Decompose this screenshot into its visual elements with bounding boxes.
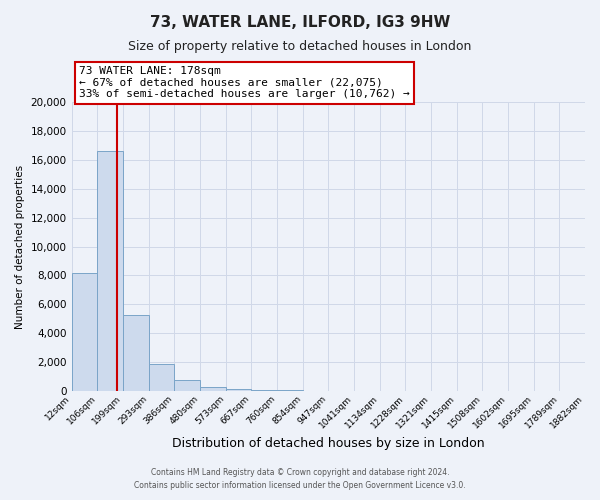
Bar xyxy=(71,272,97,391)
X-axis label: Distribution of detached houses by size in London: Distribution of detached houses by size … xyxy=(172,437,485,450)
Bar xyxy=(277,390,303,391)
Bar xyxy=(226,389,251,391)
Text: Size of property relative to detached houses in London: Size of property relative to detached ho… xyxy=(128,40,472,53)
Text: 73, WATER LANE, ILFORD, IG3 9HW: 73, WATER LANE, ILFORD, IG3 9HW xyxy=(150,15,450,30)
Bar xyxy=(149,364,174,391)
Bar xyxy=(200,387,226,391)
Bar xyxy=(97,151,123,391)
Text: Contains HM Land Registry data © Crown copyright and database right 2024.
Contai: Contains HM Land Registry data © Crown c… xyxy=(134,468,466,490)
Y-axis label: Number of detached properties: Number of detached properties xyxy=(15,164,25,328)
Bar xyxy=(174,380,200,391)
Bar xyxy=(251,390,277,391)
Text: 73 WATER LANE: 178sqm
← 67% of detached houses are smaller (22,075)
33% of semi-: 73 WATER LANE: 178sqm ← 67% of detached … xyxy=(79,66,410,99)
Bar xyxy=(123,314,149,391)
